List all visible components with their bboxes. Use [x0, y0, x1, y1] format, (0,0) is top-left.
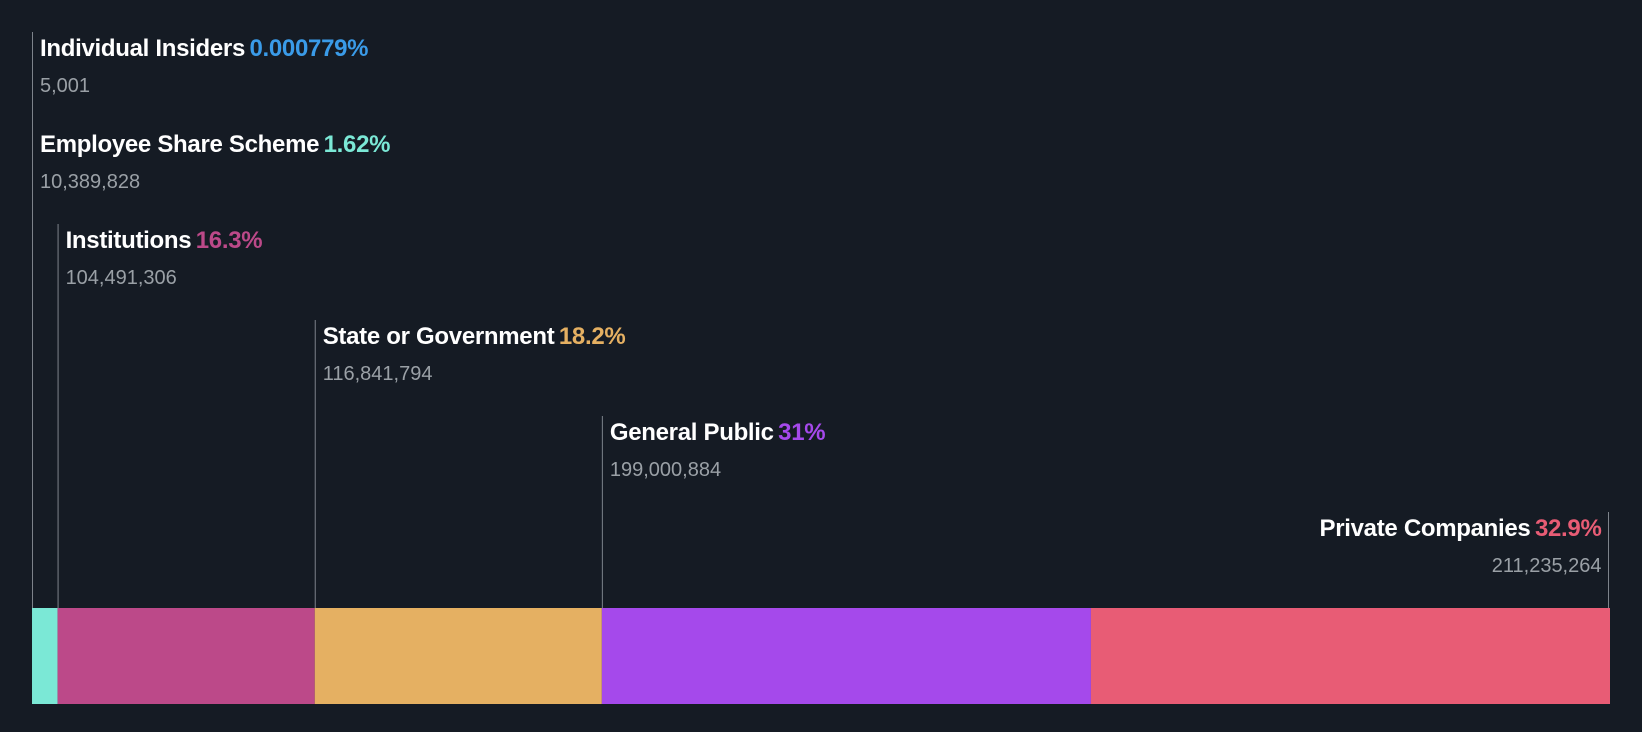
segment-shares: 104,491,306 [65, 267, 177, 289]
segment-percent: 31% [778, 419, 826, 446]
segment-percent: 16.3% [195, 227, 263, 254]
segment-shares: 116,841,794 [322, 363, 433, 385]
segment-percent: 18.2% [558, 323, 626, 350]
segment-label-state-or-government: State or Government 18.2% 116,841,794 [323, 323, 626, 386]
segment-percent: 1.62% [323, 131, 391, 158]
segment-name: Individual Insiders [40, 35, 246, 62]
segment-name: Institutions [65, 227, 192, 254]
segment-label-general-public: General Public 31% 199,000,884 [609, 419, 826, 482]
segment-shares: 199,000,884 [609, 459, 722, 481]
segment-label-individual-insiders: Individual Insiders 0.000779% 5,001 [40, 35, 369, 98]
segment-name: Employee Share Scheme [40, 131, 320, 158]
segment-label-institutions: Institutions 16.3% 104,491,306 [66, 227, 263, 290]
segment-percent: 0.000779% [249, 35, 369, 62]
segment-shares: 5,001 [40, 75, 91, 97]
bar-segment-general-public [601, 608, 1091, 704]
segment-shares: 211,235,264 [1491, 555, 1602, 577]
segment-percent: 32.9% [1534, 515, 1602, 542]
bar-segment-institutions [57, 608, 315, 704]
segment-name: Private Companies [1319, 515, 1531, 542]
bar-segment-state-or-government [314, 608, 602, 704]
segment-shares: 10,389,828 [40, 171, 141, 193]
bar-segment-employee-share-scheme [32, 608, 58, 704]
segment-label-employee-share-scheme: Employee Share Scheme 1.62% 10,389,828 [40, 131, 390, 194]
bar-segment-private-companies [1090, 608, 1610, 704]
segment-label-private-companies: Private Companies 32.9% 211,235,264 [1320, 515, 1602, 578]
segment-name: State or Government [322, 323, 555, 350]
segment-name: General Public [609, 419, 774, 446]
